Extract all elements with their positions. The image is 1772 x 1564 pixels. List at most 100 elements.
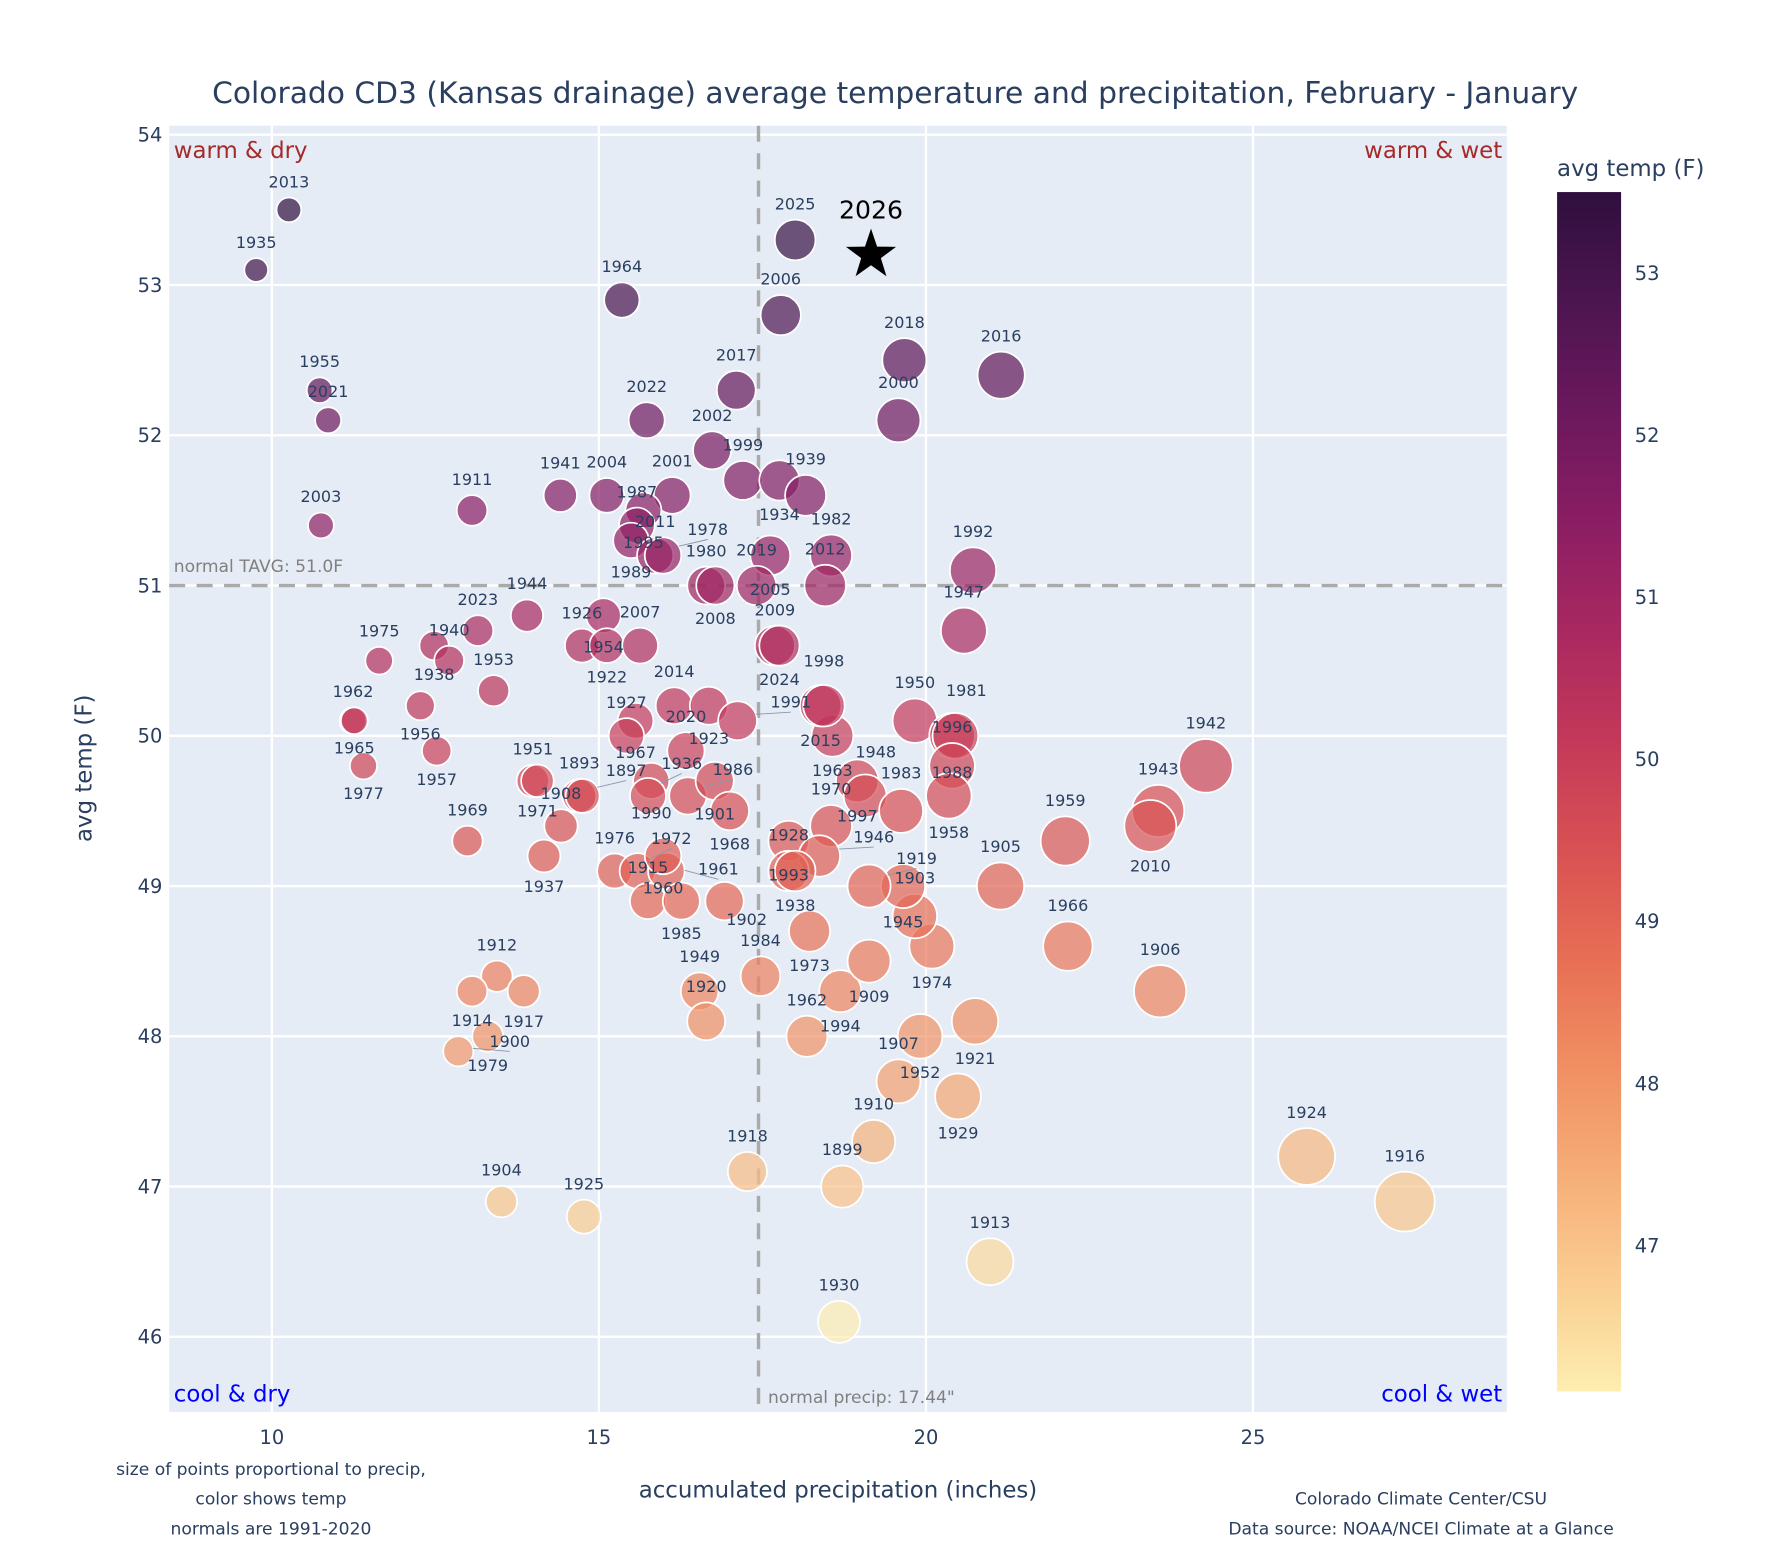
data-point-1992[interactable] xyxy=(949,546,998,595)
point-label: 2014 xyxy=(654,662,695,681)
point-label: 1900 xyxy=(489,1032,530,1051)
point-label: 1997 xyxy=(837,807,878,826)
point-label: 2009 xyxy=(755,600,796,619)
data-point-1999[interactable] xyxy=(722,459,764,501)
data-point-1994[interactable] xyxy=(818,969,863,1014)
data-point-1925[interactable] xyxy=(565,1198,602,1235)
data-point-1924[interactable] xyxy=(1277,1127,1336,1186)
data-point-1998[interactable] xyxy=(802,684,846,728)
data-point-1899[interactable] xyxy=(820,1164,865,1209)
colorbar-tick-label: 53 xyxy=(1635,262,1660,285)
data-point-1921[interactable] xyxy=(950,997,1000,1046)
data-point-1897[interactable] xyxy=(564,778,601,814)
data-point-1953[interactable] xyxy=(477,674,511,708)
data-point-1966[interactable] xyxy=(1042,920,1094,972)
data-point-1912[interactable] xyxy=(480,959,514,993)
data-point-1958[interactable] xyxy=(925,772,973,820)
data-point-1917[interactable] xyxy=(506,974,541,1009)
data-point-1944[interactable] xyxy=(509,598,544,633)
highlight-star-marker[interactable] xyxy=(845,228,897,277)
data-point-1930[interactable] xyxy=(817,1299,861,1344)
data-point-2019[interactable] xyxy=(735,564,778,607)
data-point-1947[interactable] xyxy=(940,606,988,655)
data-point-1984[interactable] xyxy=(739,955,782,997)
data-point-1960[interactable] xyxy=(643,836,683,876)
data-point-1977[interactable] xyxy=(349,751,378,781)
data-point-2010[interactable] xyxy=(1123,799,1178,853)
data-point-2016[interactable] xyxy=(976,350,1026,400)
data-point-1964[interactable] xyxy=(603,281,641,319)
data-point-1991[interactable] xyxy=(717,700,758,742)
data-point-2024[interactable] xyxy=(758,624,801,667)
data-point-1979[interactable] xyxy=(471,1019,505,1053)
data-point-1935[interactable] xyxy=(243,257,269,283)
data-point-1905[interactable] xyxy=(976,861,1025,911)
data-point-1911[interactable] xyxy=(455,494,489,527)
data-point-1959[interactable] xyxy=(1039,815,1091,867)
data-point-1973[interactable] xyxy=(788,909,831,953)
label-leader-line xyxy=(838,846,874,850)
data-point-1938[interactable] xyxy=(773,849,817,893)
data-point-1927[interactable] xyxy=(607,717,645,755)
point-label: 1927 xyxy=(606,693,647,712)
data-point-1942[interactable] xyxy=(1178,738,1234,794)
data-point-2008[interactable] xyxy=(695,565,736,606)
data-point-2012[interactable] xyxy=(803,563,847,608)
data-point-1920[interactable] xyxy=(686,1001,726,1042)
data-point-1909[interactable] xyxy=(846,938,892,984)
data-point-1913[interactable] xyxy=(965,1237,1015,1286)
data-point-1908[interactable] xyxy=(543,808,579,844)
label-leader-line xyxy=(473,1047,510,1052)
data-point-1900[interactable] xyxy=(442,1035,475,1068)
data-point-1918[interactable] xyxy=(726,1151,768,1192)
data-point-1914[interactable] xyxy=(455,975,489,1008)
data-point-1916[interactable] xyxy=(1373,1170,1436,1233)
data-point-2022[interactable] xyxy=(627,401,666,440)
data-point-2000[interactable] xyxy=(875,397,922,444)
data-point-1955[interactable] xyxy=(305,376,334,404)
data-point-1985[interactable] xyxy=(661,881,701,921)
data-point-1929[interactable] xyxy=(934,1072,982,1121)
data-point-1906[interactable] xyxy=(1133,964,1188,1019)
data-point-1983[interactable] xyxy=(878,788,924,834)
data-point-2007[interactable] xyxy=(621,626,659,665)
point-label: 2010 xyxy=(1130,856,1171,875)
point-label: 2003 xyxy=(301,487,342,506)
data-point-1952[interactable] xyxy=(896,1013,944,1060)
data-point-2013[interactable] xyxy=(275,196,303,224)
data-point-1957[interactable] xyxy=(421,735,453,767)
data-point-1902[interactable] xyxy=(704,880,745,922)
data-point-1939[interactable] xyxy=(784,474,827,517)
data-point-2018[interactable] xyxy=(881,337,928,384)
data-point-2021[interactable] xyxy=(314,406,342,435)
data-point-2003[interactable] xyxy=(307,511,335,540)
data-point-2017[interactable] xyxy=(715,369,757,411)
data-point-1907[interactable] xyxy=(875,1058,922,1105)
data-point-1978[interactable] xyxy=(643,536,683,575)
data-point-1975[interactable] xyxy=(364,646,394,676)
data-point-2025[interactable] xyxy=(773,218,817,262)
data-point-2002[interactable] xyxy=(692,430,732,471)
point-label: 1929 xyxy=(938,1124,979,1143)
data-point-2023[interactable] xyxy=(461,614,495,647)
data-point-2004[interactable] xyxy=(588,477,626,514)
data-point-1940[interactable] xyxy=(433,644,465,677)
colorbar-tick-label: 51 xyxy=(1635,586,1660,609)
data-point-1971[interactable] xyxy=(520,763,555,799)
data-point-2020[interactable] xyxy=(666,731,706,771)
data-point-1965[interactable] xyxy=(340,706,369,736)
data-point-1962[interactable] xyxy=(785,1014,829,1058)
data-point-1968[interactable] xyxy=(709,790,750,832)
data-point-1956[interactable] xyxy=(405,690,436,722)
point-label: 1911 xyxy=(452,470,493,489)
point-label: 1938 xyxy=(775,896,816,915)
data-point-1919[interactable] xyxy=(846,863,892,909)
data-point-2006[interactable] xyxy=(759,294,802,337)
data-point-1941[interactable] xyxy=(542,477,578,513)
data-point-1910[interactable] xyxy=(851,1119,897,1164)
data-point-1904[interactable] xyxy=(484,1184,519,1219)
data-point-1936[interactable] xyxy=(629,777,667,815)
data-point-1937[interactable] xyxy=(526,838,562,874)
data-point-1969[interactable] xyxy=(451,824,484,858)
point-label: 1981 xyxy=(946,681,987,700)
